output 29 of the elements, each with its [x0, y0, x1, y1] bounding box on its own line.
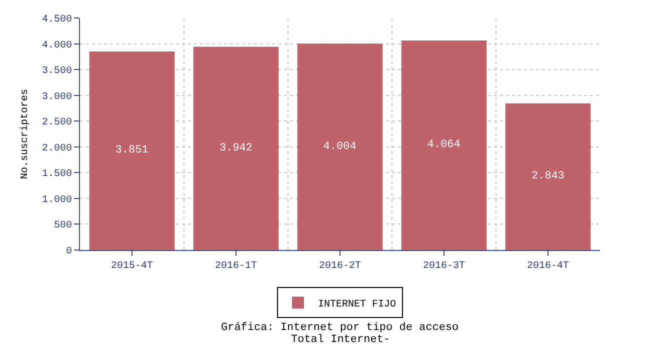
x-tick-label: 2016-2T [318, 261, 362, 272]
data-label: 3.851 [115, 144, 149, 157]
data-label: 2.843 [531, 170, 565, 183]
x-tick-label: 2015-4T [110, 261, 154, 272]
bar [505, 103, 591, 250]
y-axis-title: No.suscriptores [18, 88, 31, 180]
y-tick-label: 1.500 [42, 169, 72, 180]
legend-label: INTERNET FIJO [318, 300, 396, 311]
data-label: 4.064 [427, 139, 461, 152]
x-tick-label: 2016-3T [422, 261, 466, 272]
data-label: 3.942 [219, 142, 253, 154]
y-tick-label: 2.500 [42, 118, 72, 129]
y-tick-label: 3.000 [42, 92, 72, 103]
y-tick-label: 3.500 [42, 66, 72, 78]
x-tick-label: 2016-4T [526, 261, 570, 272]
y-tick-label: 2.000 [42, 143, 72, 154]
y-tick-label: 4.500 [42, 14, 72, 26]
data-label: 4.004 [323, 140, 357, 153]
text: Gráfica: Internet por tipo de acceso [221, 322, 459, 334]
y-tick-label: 4.000 [42, 40, 72, 52]
bar [297, 44, 383, 250]
bar [193, 46, 279, 250]
y-tick-label: 500 [54, 220, 72, 232]
bar [401, 40, 487, 250]
y-tick-label: 1.000 [42, 194, 72, 206]
text: Total Internet- [291, 334, 390, 346]
bar [89, 51, 175, 250]
x-tick-label: 2016-1T [214, 261, 258, 272]
y-tick-label: 0 [66, 246, 72, 258]
